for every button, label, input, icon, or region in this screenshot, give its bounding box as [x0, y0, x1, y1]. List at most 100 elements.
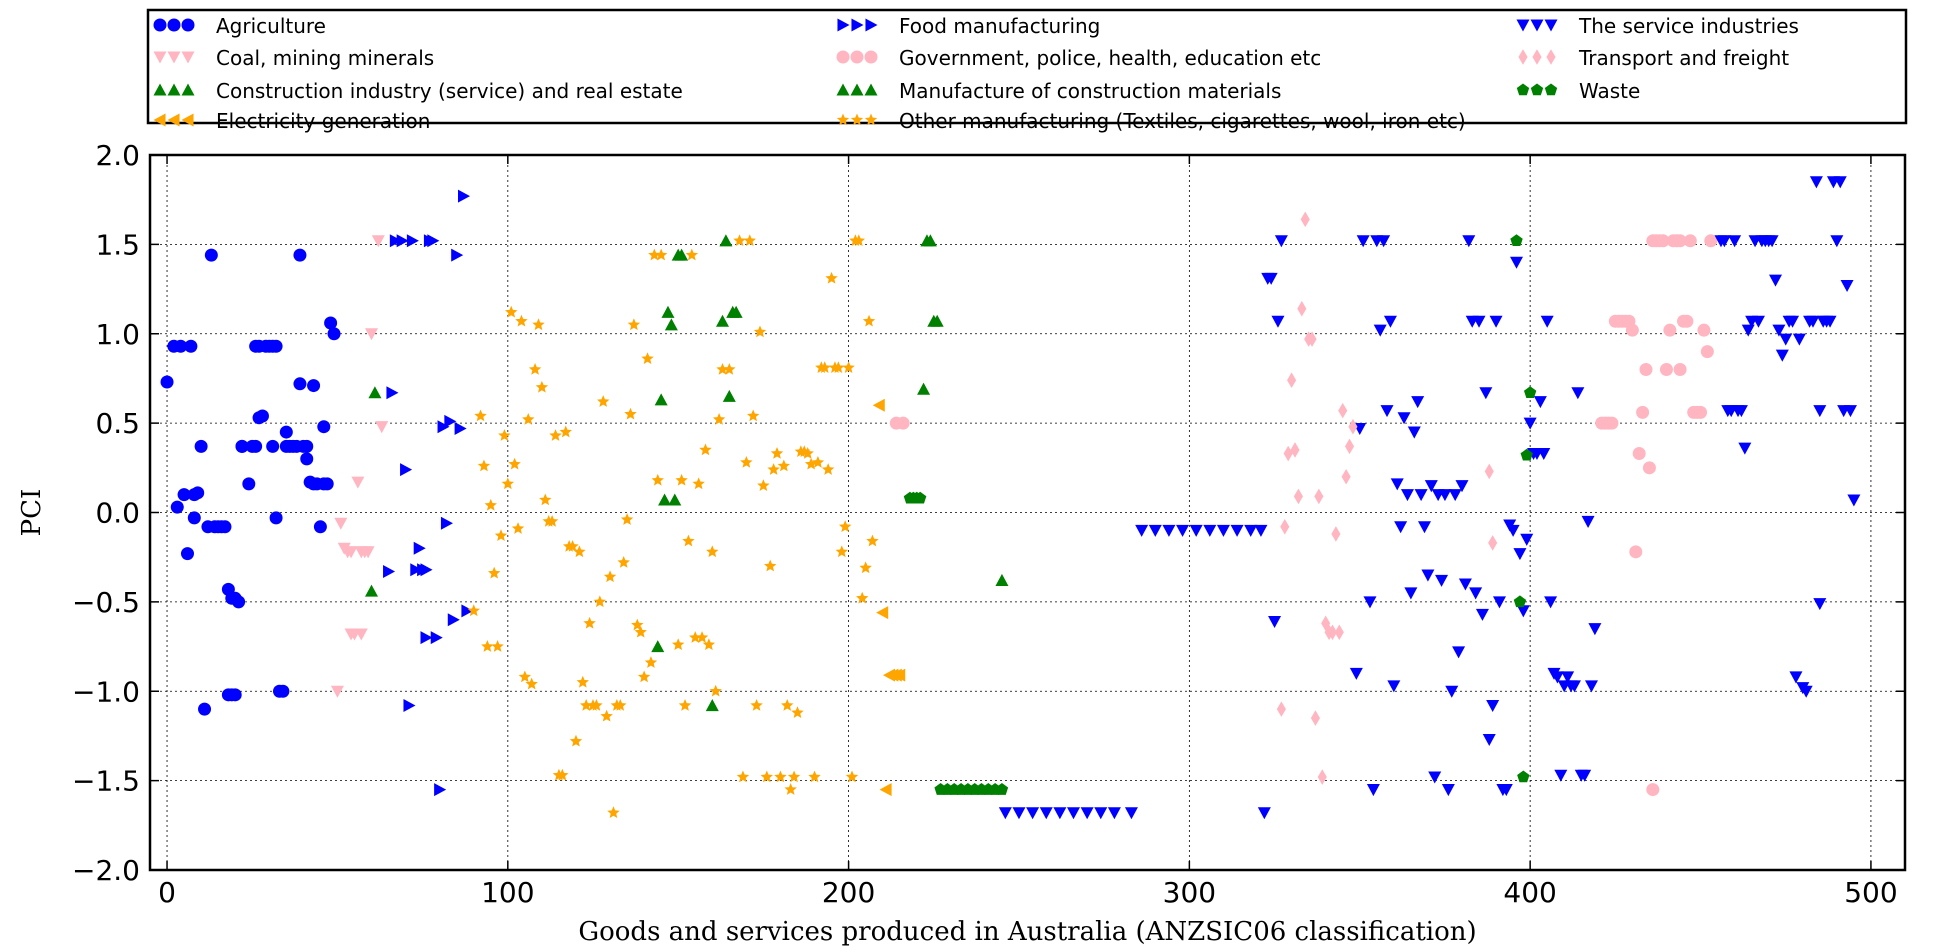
data-point: [835, 545, 848, 558]
data-point: [508, 457, 521, 470]
data-point: [1344, 438, 1355, 455]
data-point: [740, 455, 753, 468]
data-point: [1216, 524, 1230, 537]
legend-marker: [864, 113, 878, 126]
data-point: [876, 606, 889, 620]
data-point: [235, 439, 249, 453]
data-point: [1513, 548, 1527, 561]
data-point: [481, 640, 494, 652]
data-point: [1383, 315, 1397, 328]
data-point: [1751, 315, 1765, 328]
data-point: [1656, 234, 1670, 248]
data-point: [706, 545, 719, 558]
data-point: [573, 545, 586, 558]
data-point: [682, 534, 695, 547]
data-point: [1254, 524, 1268, 537]
y-tick-label: −2.0: [72, 854, 140, 887]
data-point: [781, 699, 794, 711]
data-point: [1550, 671, 1564, 684]
data-point: [461, 604, 474, 618]
data-point: [566, 539, 579, 552]
y-axis-label: PCI: [17, 489, 47, 537]
data-point: [293, 248, 307, 262]
legend-label: Agriculture: [216, 14, 326, 38]
data-point: [1694, 405, 1708, 419]
data-point: [1428, 771, 1442, 784]
data-point: [723, 363, 736, 375]
data-point: [1012, 807, 1026, 820]
data-point: [1673, 363, 1687, 376]
data-point: [334, 517, 348, 530]
x-tick-label: 200: [822, 876, 875, 909]
data-point: [1697, 323, 1711, 337]
data-point: [539, 493, 552, 506]
legend: Agriculture Coal, mining minerals Construc…: [146, 8, 1908, 133]
data-point: [702, 638, 716, 651]
data-point: [365, 584, 379, 597]
data-point: [678, 699, 692, 711]
data-point: [839, 520, 852, 533]
data-point: [893, 668, 906, 682]
x-tick-label: 0: [158, 876, 176, 909]
data-point: [845, 770, 859, 783]
data-point: [474, 409, 487, 422]
data-point: [344, 546, 358, 559]
data-point: [774, 770, 787, 783]
data-point: [590, 699, 603, 711]
legend-label: Waste: [1579, 79, 1640, 103]
data-point: [1290, 442, 1300, 458]
data-point: [1765, 235, 1779, 248]
data-point: [770, 447, 784, 459]
data-point: [467, 604, 480, 617]
data-point: [637, 670, 651, 683]
legend-marker: [153, 113, 166, 127]
legend-marker: [851, 18, 864, 32]
data-point: [498, 429, 511, 441]
data-point: [923, 234, 937, 247]
data-point: [494, 529, 508, 541]
data-point: [832, 361, 845, 373]
data-point: [413, 541, 426, 555]
data-point: [1331, 526, 1341, 542]
data-point: [1486, 700, 1500, 713]
data-point: [1338, 402, 1348, 419]
data-point: [866, 534, 879, 547]
data-point: [1492, 596, 1506, 609]
data-point: [269, 339, 283, 353]
data-point: [750, 699, 763, 711]
legend-label: Coal, mining minerals: [216, 46, 434, 70]
data-point: [351, 476, 365, 489]
data-point: [1475, 608, 1489, 621]
data-point: [532, 318, 545, 331]
data-point: [300, 439, 314, 453]
data-point: [1203, 524, 1217, 537]
data-point: [1407, 426, 1421, 439]
data-point: [1663, 323, 1677, 337]
data-point: [1683, 234, 1697, 248]
data-point: [1813, 598, 1827, 611]
data-point: [330, 685, 344, 698]
data-point: [654, 393, 668, 406]
data-point: [634, 625, 647, 638]
data-point: [324, 316, 338, 330]
data-point: [1341, 468, 1351, 485]
series-group: [651, 234, 1009, 712]
legend-marker: [1518, 49, 1528, 65]
legend-marker: [837, 18, 850, 32]
data-point: [1387, 680, 1401, 693]
data-point: [746, 409, 760, 422]
data-point: [736, 770, 750, 783]
data-point: [365, 328, 379, 341]
data-point: [187, 511, 201, 525]
data-point: [1567, 680, 1581, 693]
data-point: [767, 463, 780, 475]
data-point: [1107, 807, 1121, 820]
data-point: [198, 702, 212, 716]
legend-entry: Government, police, health, education et…: [836, 46, 1321, 70]
data-point: [743, 234, 756, 247]
data-point: [753, 325, 767, 338]
data-point: [1625, 323, 1639, 337]
data-point: [1561, 671, 1575, 684]
data-point: [354, 628, 368, 641]
data-point: [1366, 784, 1380, 797]
